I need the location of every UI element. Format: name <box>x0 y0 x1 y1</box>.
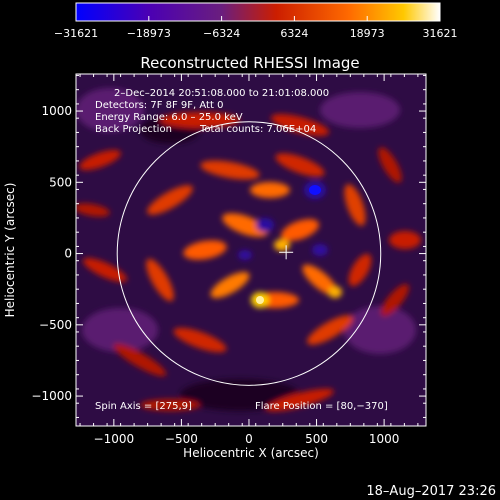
colorbar-tick-label: 6324 <box>280 27 308 40</box>
y-tick-label: 500 <box>49 175 72 189</box>
annotation-time-range: 2–Dec–2014 20:51:08.000 to 21:01:08.000 <box>114 88 329 99</box>
annotation-total-counts: Total counts: 7.06E+04 <box>199 124 316 135</box>
colorbar <box>75 2 441 22</box>
axis-ticks <box>76 74 426 426</box>
x-tick-label: −1000 <box>94 432 135 446</box>
y-tick-label: 0 <box>64 247 72 261</box>
colorbar-ticks <box>75 16 441 21</box>
x-tick-label: 1000 <box>369 432 400 446</box>
colorbar-tick-label: −6324 <box>203 27 240 40</box>
y-tick-label: −500 <box>39 318 72 332</box>
x-tick-label: −500 <box>165 432 198 446</box>
colorbar-tick-label: 18973 <box>350 27 385 40</box>
x-tick-label: 0 <box>245 432 253 446</box>
colorbar-labels: −31621 −18973 −6324 6324 18973 31621 <box>54 27 458 40</box>
plot-frame <box>75 73 427 427</box>
colorbar-tick-label: −18973 <box>127 27 171 40</box>
timestamp: 18–Aug–2017 23:26 <box>366 484 496 499</box>
chart-title: Reconstructed RHESSI Image <box>140 54 359 72</box>
y-tick-label: 1000 <box>41 104 72 118</box>
annotation-energy-range: Energy Range: 6.0 – 25.0 keV <box>95 112 243 123</box>
annotation-spin-axis: Spin Axis = [275,9] <box>95 401 192 412</box>
annotation-method: Back Projection <box>95 124 172 135</box>
colorbar-tick-label: 31621 <box>423 27 458 40</box>
spin-axis-marker <box>279 245 294 260</box>
colorbar-tick-label: −31621 <box>54 27 98 40</box>
y-tick-label: −1000 <box>31 389 72 403</box>
annotation-detectors: Detectors: 7F 8F 9F, Att 0 <box>95 100 223 111</box>
x-tick-labels: −1000 −500 0 500 1000 <box>94 432 400 446</box>
y-axis-label: Heliocentric Y (arcsec) <box>3 183 17 318</box>
x-axis-label: Heliocentric X (arcsec) <box>183 446 319 460</box>
y-tick-labels: −1000 −500 0 500 1000 <box>31 104 72 403</box>
annotation-flare-position: Flare Position = [80,−370] <box>255 401 388 412</box>
reconstructed-image <box>76 88 421 412</box>
image-background <box>76 74 426 426</box>
x-tick-label: 500 <box>305 432 328 446</box>
solar-limb-circle <box>116 121 382 386</box>
